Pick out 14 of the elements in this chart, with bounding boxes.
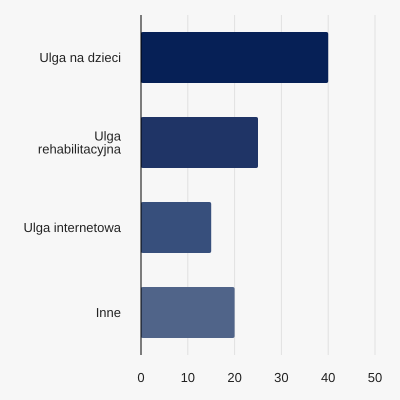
y-tick-label: Ulga internetowa [23, 220, 122, 236]
y-tick-label: Ulga na dzieci [39, 50, 122, 66]
x-tick-label: 0 [137, 370, 145, 386]
y-tick-label: Ulga rehabilitacyjna [38, 128, 122, 157]
x-tick-label: 20 [227, 370, 242, 386]
bar [141, 32, 328, 83]
x-tick-label: 10 [180, 370, 196, 386]
x-tick-label: 30 [274, 370, 289, 386]
bar [141, 202, 212, 253]
x-tick-label: 40 [320, 370, 336, 386]
x-tick-label: 50 [368, 370, 382, 386]
bar [141, 287, 235, 338]
y-tick-label: Inne [96, 305, 121, 320]
bar [141, 117, 258, 168]
